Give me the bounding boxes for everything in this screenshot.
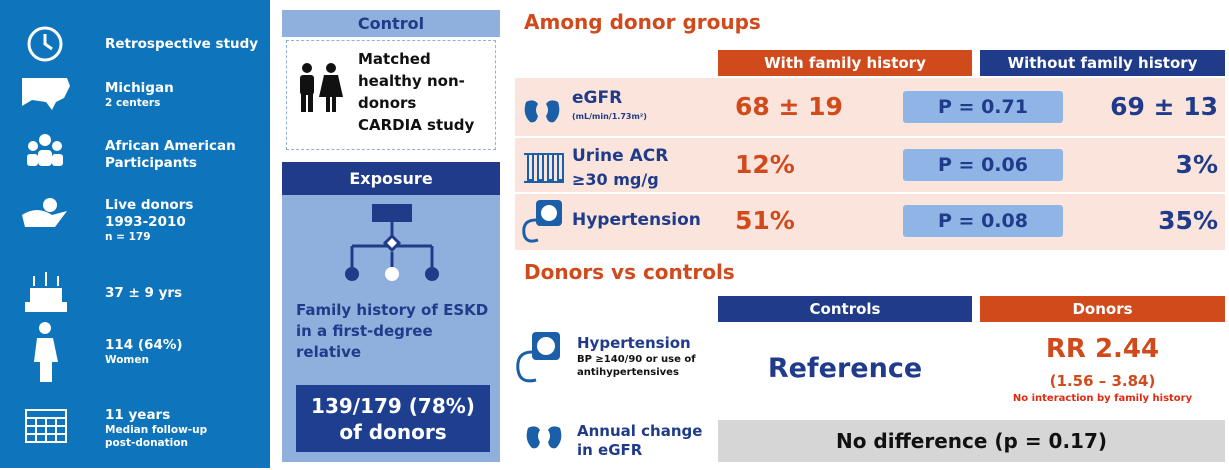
row-label: Urine ACR (572, 146, 669, 166)
row-label: Annual change in eGFR (577, 422, 702, 460)
control-box (286, 40, 496, 150)
rows-band (515, 78, 1225, 250)
without-value: 3% (1175, 150, 1218, 179)
item-title: African American (105, 138, 236, 154)
column-header: Donors (980, 296, 1225, 322)
row-unit: ≥30 mg/g (572, 170, 659, 189)
study-item: 114 (64%) Women (105, 337, 265, 367)
item-title: Michigan (105, 80, 174, 96)
study-item: 11 years Median follow-up post-donation (105, 407, 265, 450)
without-value: 69 ± 13 (1110, 92, 1218, 121)
item-title: 1993-2010 (105, 213, 186, 230)
p-value: P = 0.71 (903, 91, 1063, 123)
row-label: Hypertension (572, 210, 701, 230)
item-title: 114 (64%) (105, 337, 183, 353)
result-line: of donors (339, 420, 447, 444)
exposure-line: in a first-degree (296, 322, 433, 340)
interaction-note: No interaction by family history (1012, 393, 1193, 404)
label-line: Annual change (577, 422, 703, 440)
label-line: in eGFR (577, 441, 643, 459)
item-title: 37 ± 9 yrs (105, 284, 183, 301)
exposure-text: Family history of ESKD in a first-degree r… (296, 300, 488, 363)
confidence-interval: (1.56 – 3.84) (1049, 372, 1156, 390)
item-detail: post-donation (105, 436, 188, 449)
row-label: Hypertension (577, 334, 691, 352)
item-detail: 2 centers (105, 97, 161, 109)
risk-ratio: RR 2.44 (1045, 334, 1160, 364)
item-detail: n = 179 (105, 230, 151, 243)
controls-value: Reference (767, 352, 923, 384)
control-text: Matched healthy non-donors CARDIA study (358, 48, 474, 136)
study-item: Live donors 1993-2010 n = 179 (105, 197, 265, 244)
item-detail: Women (105, 354, 149, 366)
with-value: 68 ± 19 (735, 92, 843, 121)
column-header: Without family history (980, 50, 1225, 76)
row-label: eGFR (572, 88, 623, 108)
control-line: Matched (358, 50, 431, 68)
study-icons (22, 26, 70, 443)
control-header: Control (282, 10, 500, 37)
item-title: Participants (105, 155, 197, 171)
without-value: 35% (1158, 206, 1218, 235)
row-icons (516, 332, 562, 449)
p-value: P = 0.08 (903, 205, 1063, 237)
with-value: 12% (735, 150, 795, 179)
row-icons (522, 100, 564, 243)
row-detail: BP ≥140/90 or use of antihypertensives (577, 353, 696, 379)
column-header: Controls (718, 296, 972, 322)
section-title: Among donor groups (524, 10, 761, 34)
control-line: donors (358, 94, 417, 112)
column-header: With family history (718, 50, 972, 76)
exposure-result: 139/179 (78%) of donors (296, 385, 490, 452)
item-detail: Median follow-up (105, 423, 208, 436)
control-line: healthy non- (358, 72, 465, 90)
item-title: 11 years (105, 406, 171, 423)
row-unit: (mL/min/1.73m²) (572, 112, 647, 121)
family-tree-icon (345, 204, 439, 281)
detail-line: BP ≥140/90 or use of (577, 354, 696, 365)
exposure-header: Exposure (282, 162, 500, 195)
p-value: P = 0.06 (903, 149, 1063, 181)
study-item: 37 ± 9 yrs (105, 285, 265, 302)
study-item: African American Participants (105, 138, 265, 172)
item-title: Live donors (105, 196, 194, 213)
no-difference: No difference (p = 0.17) (718, 420, 1225, 462)
section-title: Donors vs controls (524, 260, 735, 284)
study-item: Michigan 2 centers (105, 80, 265, 110)
control-line: CARDIA study (358, 116, 475, 134)
study-item: Retrospective study (105, 36, 265, 53)
people-icon (300, 63, 343, 112)
row-divider (515, 136, 1225, 138)
row-divider (515, 192, 1225, 194)
result-line: 139/179 (78%) (311, 394, 475, 418)
detail-line: antihypertensives (577, 367, 679, 378)
item-title: Retrospective study (105, 35, 259, 52)
with-value: 51% (735, 206, 795, 235)
exposure-line: Family history of ESKD (296, 301, 489, 319)
exposure-line: relative (296, 343, 362, 361)
